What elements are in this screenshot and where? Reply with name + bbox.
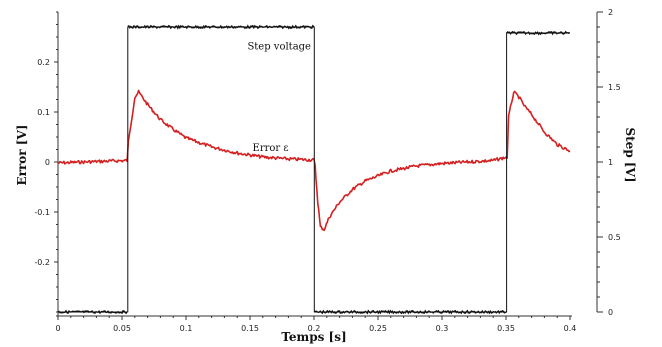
y-left-tick-label: 0	[45, 158, 50, 167]
y-left-tick-label: 0.2	[37, 58, 50, 67]
step-plateau-noise	[313, 309, 507, 315]
y-right-tick-label: 1	[608, 158, 613, 167]
y-right-tick-label: 2	[608, 8, 613, 17]
axes: 0 0.05 0.1 0.15 0.2 0.25 0.3 0.35 0.4 0.2 0.1 0 -0.1…	[34, 8, 620, 333]
y-axis-title-left: Error [V]	[15, 125, 29, 186]
series-line-step	[58, 26, 570, 313]
series-line-error	[57, 89, 571, 232]
x-tick-label: 0.2	[308, 324, 321, 333]
x-axis-title: Temps [s]	[281, 330, 346, 344]
x-tick-label: 0.4	[564, 324, 577, 333]
annotations: Step voltage Error ε	[247, 42, 311, 155]
y-right-tick-label: 0	[608, 308, 613, 317]
step-plateau-noise	[506, 30, 571, 36]
x-tick-label: 0.1	[180, 324, 193, 333]
x-tick-label: 0.25	[369, 324, 387, 333]
y-left-tick-label: -0.1	[34, 208, 50, 217]
x-tick-label: 0	[55, 324, 60, 333]
annotation-label: Step voltage	[247, 42, 311, 53]
annotation-label: Error ε	[253, 143, 289, 154]
x-tick-label: 0.05	[113, 324, 131, 333]
x-tick-label: 0.3	[436, 324, 449, 333]
y-left-tick-label: -0.2	[34, 258, 50, 267]
y-right-tick-label: 1.5	[608, 83, 621, 92]
x-tick-label: 0.15	[241, 324, 259, 333]
step-plateau-noise	[127, 24, 315, 30]
traces	[57, 24, 571, 315]
y-axis-title-right: Step [V]	[623, 127, 637, 182]
x-tick-label: 0.35	[497, 324, 515, 333]
step-plateau-noise	[57, 309, 128, 315]
y-right-tick-label: 0.5	[608, 233, 621, 242]
y-left-tick-label: 0.1	[37, 108, 50, 117]
